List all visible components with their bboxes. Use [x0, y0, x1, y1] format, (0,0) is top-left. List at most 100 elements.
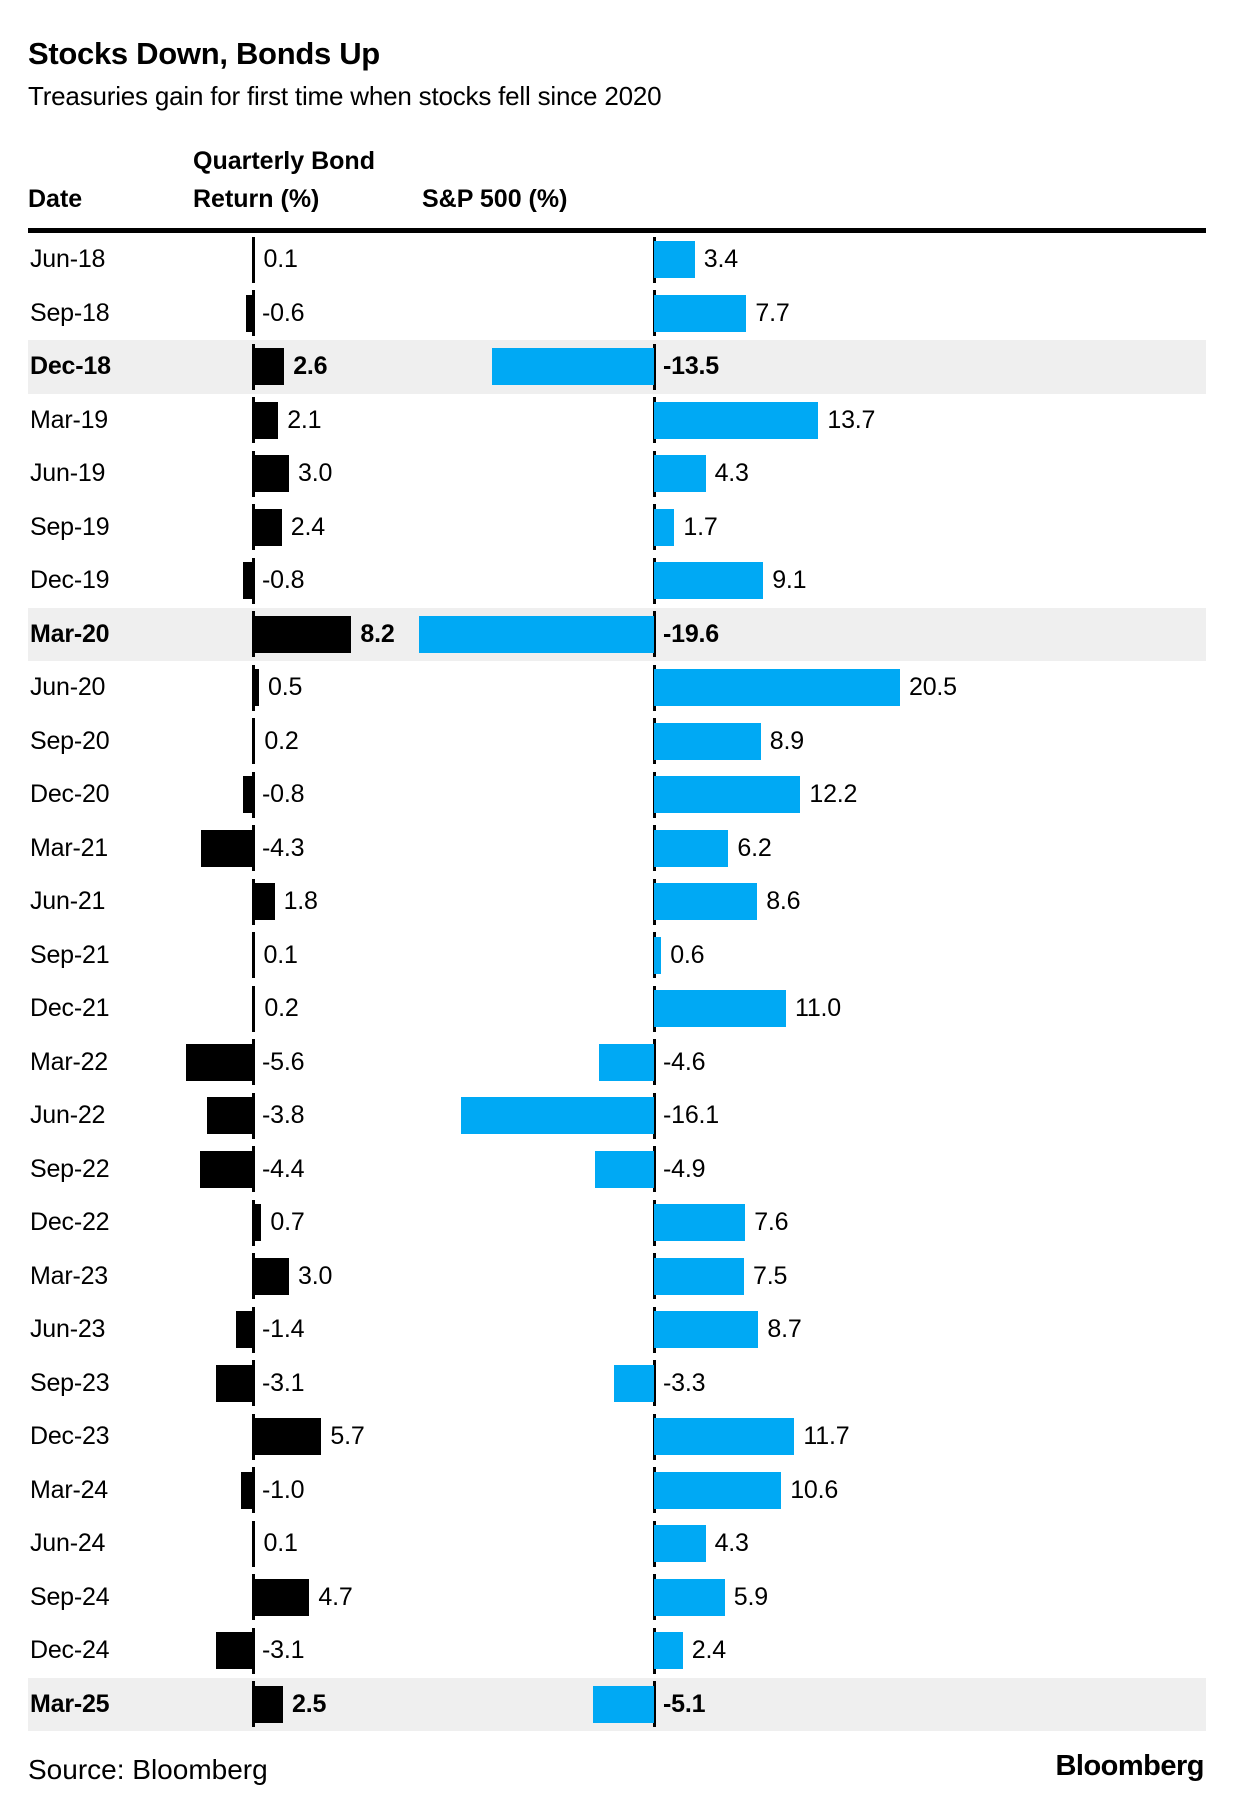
bond-value-label: -0.8 [262, 780, 305, 809]
bond-bar [185, 1043, 253, 1081]
sp500-bar [654, 829, 729, 867]
sp500-bar [654, 1418, 795, 1456]
table-row: Sep-20 0.2 8.9 [28, 715, 1206, 769]
sp500-value-label: 0.6 [670, 940, 705, 969]
sp500-value-label: 5.9 [733, 1582, 768, 1611]
bond-bar [253, 883, 275, 921]
table-row: Jun-21 1.8 8.6 [28, 875, 1206, 929]
table-row: Jun-24 0.1 4.3 [28, 1517, 1206, 1571]
table-row: Jun-22 -3.8 -16.1 [28, 1089, 1206, 1143]
bond-bar [253, 1204, 262, 1242]
row-date-label: Jun-21 [30, 887, 106, 916]
sp500-value-label: 20.5 [909, 673, 957, 702]
table-row: Sep-21 0.1 0.6 [28, 929, 1206, 983]
bond-value-label: -4.4 [262, 1154, 305, 1183]
row-date-label: Mar-22 [30, 1047, 108, 1076]
bond-value-label: -5.6 [262, 1047, 305, 1076]
sp500-bar [654, 669, 900, 707]
sp500-axis-tick [653, 1146, 656, 1193]
bar-table: Jun-18 0.1 3.4 Sep-18 -0.6 7.7 Dec-18 2.6 -13.5 M… [28, 233, 1206, 1731]
sp500-bar [654, 1578, 725, 1616]
row-date-label: Mar-20 [30, 619, 110, 648]
table-row: Dec-18 2.6 -13.5 [28, 340, 1206, 394]
row-date-label: Dec-21 [30, 994, 110, 1023]
row-date-label: Sep-22 [30, 1154, 110, 1183]
table-row: Jun-23 -1.4 8.7 [28, 1303, 1206, 1357]
column-header-sp500: S&P 500 (%) [422, 185, 568, 213]
table-row: Jun-18 0.1 3.4 [28, 233, 1206, 287]
bond-bar [253, 1578, 310, 1616]
bond-bar [253, 401, 279, 439]
sp500-value-label: -3.3 [663, 1368, 706, 1397]
sp500-value-label: 3.4 [703, 245, 738, 274]
row-date-label: Mar-23 [30, 1261, 108, 1290]
bond-value-label: 3.0 [298, 459, 333, 488]
row-date-label: Mar-24 [30, 1475, 108, 1504]
table-row: Dec-22 0.7 7.6 [28, 1196, 1206, 1250]
sp500-value-label: 12.2 [809, 780, 858, 809]
bond-value-label: 0.5 [268, 673, 303, 702]
bond-value-label: 5.7 [330, 1422, 365, 1451]
sp500-value-label: 8.6 [766, 887, 801, 916]
chart-subtitle: Treasuries gain for first time when stoc… [28, 81, 662, 111]
bond-axis-tick [252, 1092, 255, 1139]
sp500-value-label: -13.5 [663, 352, 719, 381]
bond-value-label: 3.0 [298, 1261, 333, 1290]
bond-axis-tick [252, 771, 255, 818]
bond-value-label: 0.1 [263, 245, 298, 274]
sp500-value-label: -4.9 [663, 1154, 706, 1183]
sp500-axis-tick [653, 343, 656, 390]
bond-axis-tick [252, 1039, 255, 1086]
table-row: Dec-23 5.7 11.7 [28, 1410, 1206, 1464]
bond-value-label: -3.1 [262, 1636, 305, 1665]
sp500-bar [654, 936, 662, 974]
sp500-bar [654, 1257, 744, 1295]
table-row: Dec-21 0.2 11.0 [28, 982, 1206, 1036]
bond-bar [253, 1257, 289, 1295]
table-row: Mar-21 -4.3 6.2 [28, 822, 1206, 876]
row-date-label: Sep-19 [30, 512, 110, 541]
sp500-bar [654, 508, 675, 546]
sp500-bar [492, 348, 654, 386]
row-date-label: Jun-18 [30, 245, 106, 274]
row-date-label: Mar-25 [30, 1689, 110, 1718]
bond-value-label: 2.1 [287, 405, 322, 434]
column-header-bond-line2: Return (%) [193, 185, 320, 213]
bond-value-label: 4.7 [318, 1582, 353, 1611]
bond-value-label: 0.2 [264, 726, 299, 755]
sp500-bar [595, 1150, 654, 1188]
row-date-label: Dec-22 [30, 1208, 110, 1237]
row-date-label: Jun-19 [30, 459, 106, 488]
sp500-axis-tick [653, 611, 656, 658]
chart-title: Stocks Down, Bonds Up [28, 36, 380, 71]
sp500-bar [654, 1471, 782, 1509]
sp500-axis-tick [653, 1360, 656, 1407]
bond-value-label: -3.1 [262, 1368, 305, 1397]
bond-value-label: 8.2 [360, 619, 395, 648]
bond-axis-tick [252, 1146, 255, 1193]
column-header-date: Date [28, 185, 83, 213]
table-row: Jun-19 3.0 4.3 [28, 447, 1206, 501]
table-row: Dec-24 -3.1 2.4 [28, 1624, 1206, 1678]
bond-bar [253, 615, 352, 653]
row-date-label: Dec-20 [30, 780, 110, 809]
bond-value-label: 0.1 [263, 1529, 298, 1558]
row-date-label: Sep-23 [30, 1368, 110, 1397]
table-row: Dec-20 -0.8 12.2 [28, 768, 1206, 822]
row-date-label: Mar-21 [30, 833, 108, 862]
bond-axis-tick [252, 825, 255, 872]
row-date-label: Sep-20 [30, 726, 110, 755]
row-date-label: Dec-19 [30, 566, 110, 595]
sp500-value-label: -4.6 [663, 1047, 706, 1076]
row-date-label: Mar-19 [30, 405, 108, 434]
sp500-value-label: 1.7 [683, 512, 718, 541]
table-row: Mar-25 2.5 -5.1 [28, 1677, 1206, 1731]
sp500-value-label: -19.6 [663, 619, 719, 648]
sp500-bar [654, 1632, 683, 1670]
bond-bar [253, 241, 255, 279]
sp500-bar [654, 722, 761, 760]
sp500-axis-tick [653, 1092, 656, 1139]
bond-axis-tick [252, 1467, 255, 1514]
table-row: Mar-19 2.1 13.7 [28, 394, 1206, 448]
sp500-value-label: -5.1 [663, 1689, 706, 1718]
